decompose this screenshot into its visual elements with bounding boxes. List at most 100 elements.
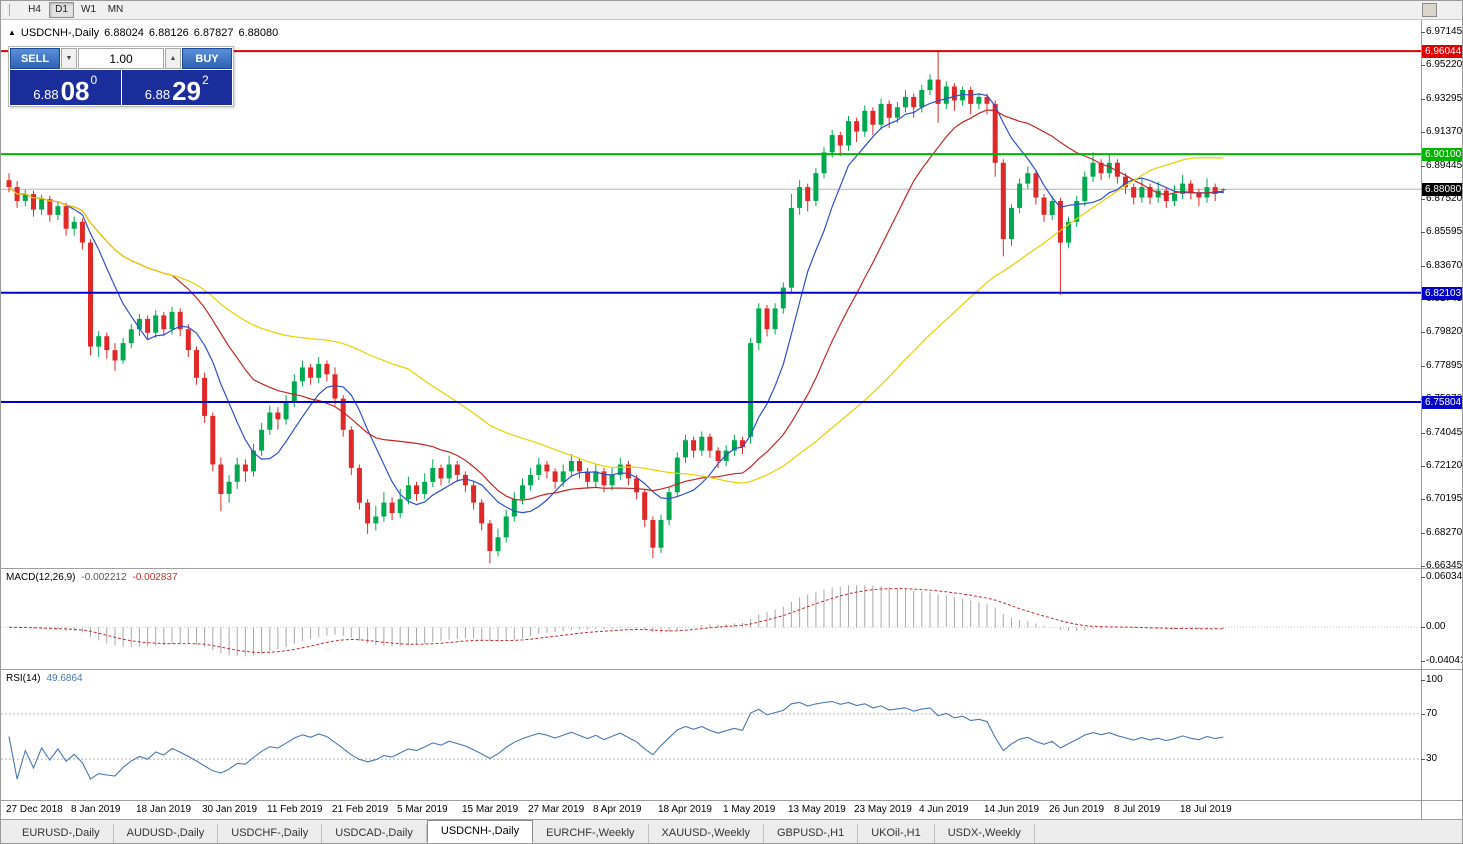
macd-label: MACD(12,26,9) -0.002212 -0.002837 xyxy=(6,572,184,583)
timeframe-w1-button[interactable]: W1 xyxy=(76,2,101,18)
date-label: 8 Apr 2019 xyxy=(593,804,642,815)
rsi-axis-label: 70 xyxy=(1420,708,1438,719)
volume-input[interactable] xyxy=(78,48,164,69)
time-axis: 27 Dec 2018 8 Jan 2019 18 Jan 2019 30 Jan 2… xyxy=(1,801,1422,819)
toolbar-drag-handle[interactable] xyxy=(5,4,10,16)
volume-increase-button[interactable]: ▲ xyxy=(165,48,181,69)
date-label: 5 Mar 2019 xyxy=(397,804,448,815)
date-label: 8 Jul 2019 xyxy=(1114,804,1161,815)
date-label: 18 Jan 2019 xyxy=(136,804,192,815)
date-label: 13 May 2019 xyxy=(788,804,846,815)
price-tick-label: 6.70195 xyxy=(1420,493,1463,504)
chart-tab-xauusd-weekly[interactable]: XAUUSD-,Weekly xyxy=(649,824,764,843)
rsi-axis-label: 30 xyxy=(1420,753,1438,764)
buy-price-prefix: 6.88 xyxy=(144,86,171,102)
chart-scroll-button[interactable] xyxy=(1422,3,1437,17)
price-tick-label: 6.93295 xyxy=(1420,93,1463,104)
price-tick-label: 6.87520 xyxy=(1420,193,1463,204)
buy-price-panel[interactable]: 6.88 29 2 xyxy=(121,70,232,106)
macd-name: MACD(12,26,9) xyxy=(6,572,76,583)
date-label: 4 Jun 2019 xyxy=(919,804,969,815)
date-label: 27 Mar 2019 xyxy=(528,804,585,815)
rsi-label: RSI(14) 49.6864 xyxy=(6,673,89,684)
timeframe-d1-button[interactable]: D1 xyxy=(49,2,74,18)
price-tick-label: 6.83670 xyxy=(1420,260,1463,271)
main-chart-canvas[interactable] xyxy=(1,20,1422,568)
bid-price-tag: 6.88080 xyxy=(1422,183,1462,196)
price-tick-label: 6.66345 xyxy=(1420,560,1463,571)
date-label: 18 Jul 2019 xyxy=(1180,804,1232,815)
chevron-down-icon: ▼ xyxy=(65,55,73,62)
timeframe-h4-button[interactable]: H4 xyxy=(22,2,47,18)
ohlc-low: 6.87827 xyxy=(193,27,234,39)
support-line-price-tag: 6.82103 xyxy=(1422,287,1462,300)
price-tick-label: 6.89445 xyxy=(1420,160,1463,171)
ohlc-high: 6.88126 xyxy=(148,27,189,39)
chart-symbol-label: USDCNH-,Daily xyxy=(20,27,100,39)
panel-separator[interactable] xyxy=(1,669,1462,670)
resistance-line-price-tag: 6.96044 xyxy=(1422,45,1462,58)
chart-tab-eurusd-daily[interactable]: EURUSD-,Daily xyxy=(9,824,114,843)
macd-panel-canvas[interactable] xyxy=(1,569,1422,669)
buy-price-point: 2 xyxy=(202,73,209,87)
price-tick-label: 6.95220 xyxy=(1420,59,1463,70)
price-tick-label: 6.68270 xyxy=(1420,527,1463,538)
rsi-name: RSI(14) xyxy=(6,673,41,684)
date-label: 18 Apr 2019 xyxy=(658,804,712,815)
resistance-line-2-price-tag: 6.90100 xyxy=(1422,148,1462,161)
macd-axis-label: -0.040415 xyxy=(1420,656,1462,666)
chart-tab-ukoil-h1[interactable]: UKOil-,H1 xyxy=(858,824,935,843)
sell-price-panel[interactable]: 6.88 08 0 xyxy=(10,70,121,105)
date-label: 26 Jun 2019 xyxy=(1049,804,1105,815)
ohlc-close: 6.88080 xyxy=(238,27,279,39)
timeframe-mn-button[interactable]: MN xyxy=(103,2,128,18)
sell-price-point: 0 xyxy=(90,73,98,87)
chevron-up-icon: ▲ xyxy=(169,55,177,62)
date-label: 21 Feb 2019 xyxy=(332,804,389,815)
support-line-2-price-tag: 6.75804 xyxy=(1422,396,1462,409)
sell-price-prefix: 6.88 xyxy=(33,86,59,102)
macd-axis-label: 0.060342 xyxy=(1421,572,1462,582)
rsi-axis-label: 100 xyxy=(1421,674,1443,685)
rsi-panel-canvas[interactable] xyxy=(1,670,1422,800)
chart-tab-audusd-daily[interactable]: AUDUSD-,Daily xyxy=(114,824,219,843)
chart-tab-eurchf-weekly[interactable]: EURCHF-,Weekly xyxy=(533,824,649,843)
buy-price-pips: 29 xyxy=(172,75,202,106)
price-tick-label: 6.97145 xyxy=(1420,26,1463,37)
chart-symbol-icon: ▲ xyxy=(8,28,16,37)
price-tick-label: 6.72120 xyxy=(1420,460,1463,471)
buy-button[interactable]: BUY xyxy=(182,48,232,69)
price-tick-label: 6.79820 xyxy=(1420,326,1463,337)
chart-tab-usdcad-daily[interactable]: USDCAD-,Daily xyxy=(322,824,427,843)
rsi-value: 49.6864 xyxy=(46,673,83,684)
sell-price-pips: 08 xyxy=(60,75,90,106)
date-label: 15 Mar 2019 xyxy=(462,804,519,815)
date-label: 8 Jan 2019 xyxy=(71,804,121,815)
panel-separator[interactable] xyxy=(1,568,1462,569)
timeframe-toolbar: H4 D1 W1 MN xyxy=(1,1,1462,20)
chart-tab-bar: EURUSD-,Daily AUDUSD-,Daily USDCHF-,Daily U… xyxy=(1,819,1462,843)
chart-tab-usdcnh-daily[interactable]: USDCNH-,Daily xyxy=(426,820,534,843)
date-label: 30 Jan 2019 xyxy=(202,804,258,815)
macd-axis-label: 0.00 xyxy=(1420,621,1446,632)
macd-signal-value: -0.002837 xyxy=(132,572,178,583)
volume-decrease-button[interactable]: ▼ xyxy=(61,48,77,69)
chart-tab-usdx-weekly[interactable]: USDX-,Weekly xyxy=(935,824,1035,843)
price-axis: 6.97145 6.95220 6.93295 6.91370 6.89445 6.875… xyxy=(1420,20,1463,800)
date-label: 11 Feb 2019 xyxy=(267,804,323,815)
price-tick-label: 6.77895 xyxy=(1420,360,1463,371)
date-label: 14 Jun 2019 xyxy=(984,804,1040,815)
macd-main-value: -0.002212 xyxy=(81,572,127,583)
price-tick-label: 6.91370 xyxy=(1420,126,1463,137)
date-label: 1 May 2019 xyxy=(723,804,776,815)
sell-button[interactable]: SELL xyxy=(10,48,60,69)
date-label: 27 Dec 2018 xyxy=(6,804,63,815)
chart-title: ▲ USDCNH-,Daily 6.88024 6.88126 6.87827 6.880… xyxy=(8,27,283,39)
price-tick-label: 6.74045 xyxy=(1420,427,1463,438)
price-tick-label: 6.85595 xyxy=(1420,226,1463,237)
chart-tab-usdchf-daily[interactable]: USDCHF-,Daily xyxy=(218,824,323,843)
chart-tab-gbpusd-h1[interactable]: GBPUSD-,H1 xyxy=(764,824,859,843)
ohlc-open: 6.88024 xyxy=(104,27,144,39)
